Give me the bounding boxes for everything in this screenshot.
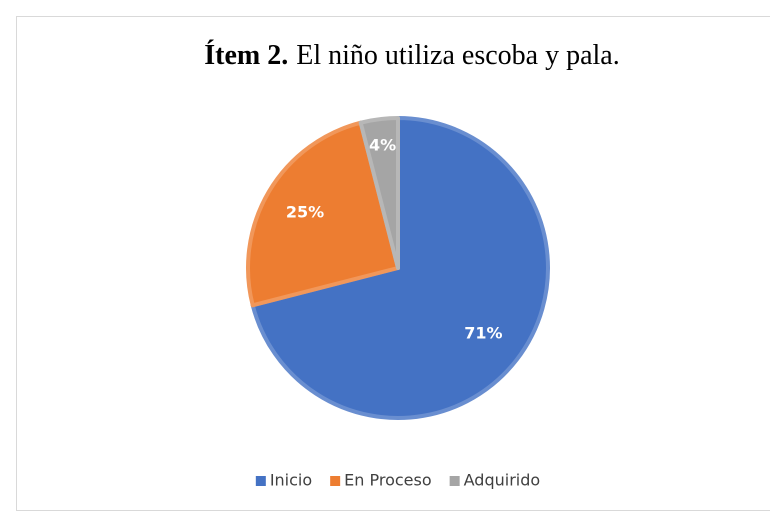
legend-label: Adquirido — [464, 471, 541, 490]
title-bold: Ítem 2. — [204, 40, 288, 71]
data-label: 4% — [369, 135, 396, 154]
pie-slice — [358, 116, 400, 270]
legend-swatch — [449, 476, 460, 486]
legend-label: En Proceso — [344, 471, 431, 490]
legend-swatch — [330, 476, 341, 486]
pie-slice — [250, 116, 550, 420]
title-rest: El niño utiliza escoba y pala. — [296, 40, 619, 71]
pie-slice — [246, 120, 400, 308]
legend-swatch — [255, 476, 266, 486]
chart-title: Ítem 2. El niño utiliza escoba y pala. — [204, 40, 619, 71]
legend-label: Inicio — [270, 471, 312, 490]
data-label: 71% — [464, 324, 502, 343]
data-label: 25% — [286, 203, 324, 222]
